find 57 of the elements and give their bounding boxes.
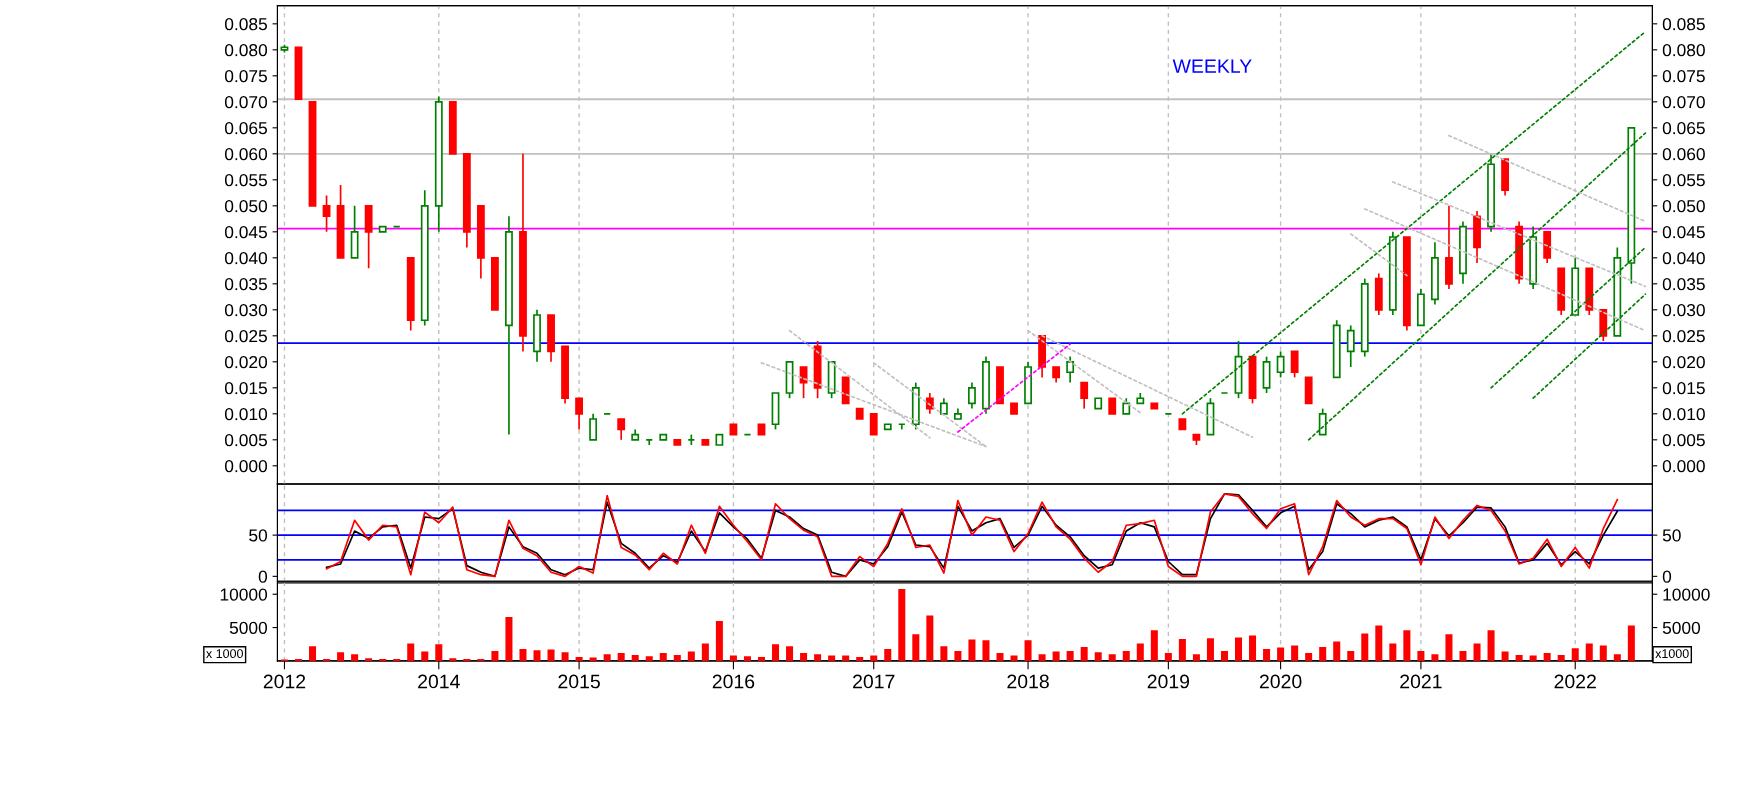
y2-tick-label: 0 xyxy=(1662,570,1672,583)
y-tick-label: 0 xyxy=(258,570,268,583)
x-tick-label: 2021 xyxy=(1400,674,1442,689)
y2-tick-label: 0.080 xyxy=(1662,43,1705,57)
y2-tick-label: 0.015 xyxy=(1662,381,1705,395)
x-tick-label: 2019 xyxy=(1147,674,1190,689)
y-tick-label: 0.030 xyxy=(224,303,268,317)
x-tick-label: 2012 xyxy=(263,674,306,689)
text: WEEKLY xyxy=(1172,59,1252,73)
x-tick-label: 2017 xyxy=(853,674,895,689)
y2-tick-label: 0.030 xyxy=(1662,303,1705,317)
x-tick-label: 2018 xyxy=(1007,674,1049,689)
y2-tick-label: 0.060 xyxy=(1662,147,1705,161)
y-tick-label: 0.010 xyxy=(224,407,268,421)
x-tick-label: 2016 xyxy=(712,674,755,689)
y2-tick-label: 0.070 xyxy=(1662,95,1705,109)
y-tick-label: 10000 xyxy=(220,588,268,601)
y2-tick-label: 0.010 xyxy=(1662,407,1705,421)
y-tick-label: 0.005 xyxy=(224,433,267,447)
y2-tick-label: 0.040 xyxy=(1662,251,1705,265)
y-tick-label: 50 xyxy=(249,529,268,542)
y2-tick-label: 0.025 xyxy=(1662,329,1705,343)
y2-tick-label: 10000 xyxy=(1663,588,1710,601)
y2-tick-label: 0.005 xyxy=(1662,433,1705,447)
y-tick-label: 0.000 xyxy=(224,459,268,473)
y2-tick-label: 0.065 xyxy=(1662,121,1705,135)
y-tick-label: 0.015 xyxy=(224,381,267,395)
y2-tick-label: 0.045 xyxy=(1662,225,1705,239)
y2-tick-label: 0.075 xyxy=(1662,69,1705,83)
y-tick-label: 0.055 xyxy=(224,173,267,187)
y2-tick-label: 50 xyxy=(1662,529,1681,542)
y-tick-label: 0.075 xyxy=(224,69,267,83)
x-tick-label: 2014 xyxy=(418,674,460,689)
text: x 1000 xyxy=(206,649,243,658)
y2-tick-label: 5000 xyxy=(1662,621,1701,635)
y-tick-label: 0.050 xyxy=(224,199,268,213)
y-tick-label: 0.085 xyxy=(224,17,267,31)
y2-tick-label: 0.020 xyxy=(1662,355,1705,369)
x-tick-label: 2022 xyxy=(1554,674,1596,689)
y2-tick-label: 0.055 xyxy=(1662,173,1705,187)
x-tick-label: 2015 xyxy=(558,674,600,689)
x-tick-label: 2020 xyxy=(1259,674,1302,689)
y-tick-label: 5000 xyxy=(229,621,268,635)
y2-tick-label: 0.035 xyxy=(1662,277,1705,291)
y-tick-label: 0.060 xyxy=(224,147,268,161)
y-tick-label: 0.080 xyxy=(224,43,268,57)
y2-tick-label: 0.000 xyxy=(1662,459,1705,473)
y-tick-label: 0.025 xyxy=(224,329,267,343)
text: x1000 xyxy=(1655,649,1689,658)
y-tick-label: 0.065 xyxy=(224,121,267,135)
y-tick-label: 0.045 xyxy=(224,225,267,239)
y-tick-label: 0.035 xyxy=(224,277,267,291)
y-tick-label: 0.070 xyxy=(224,95,268,109)
y-tick-label: 0.020 xyxy=(224,355,268,369)
y2-tick-label: 0.085 xyxy=(1662,17,1705,31)
y-tick-label: 0.040 xyxy=(224,251,268,265)
y2-tick-label: 0.050 xyxy=(1662,199,1705,213)
